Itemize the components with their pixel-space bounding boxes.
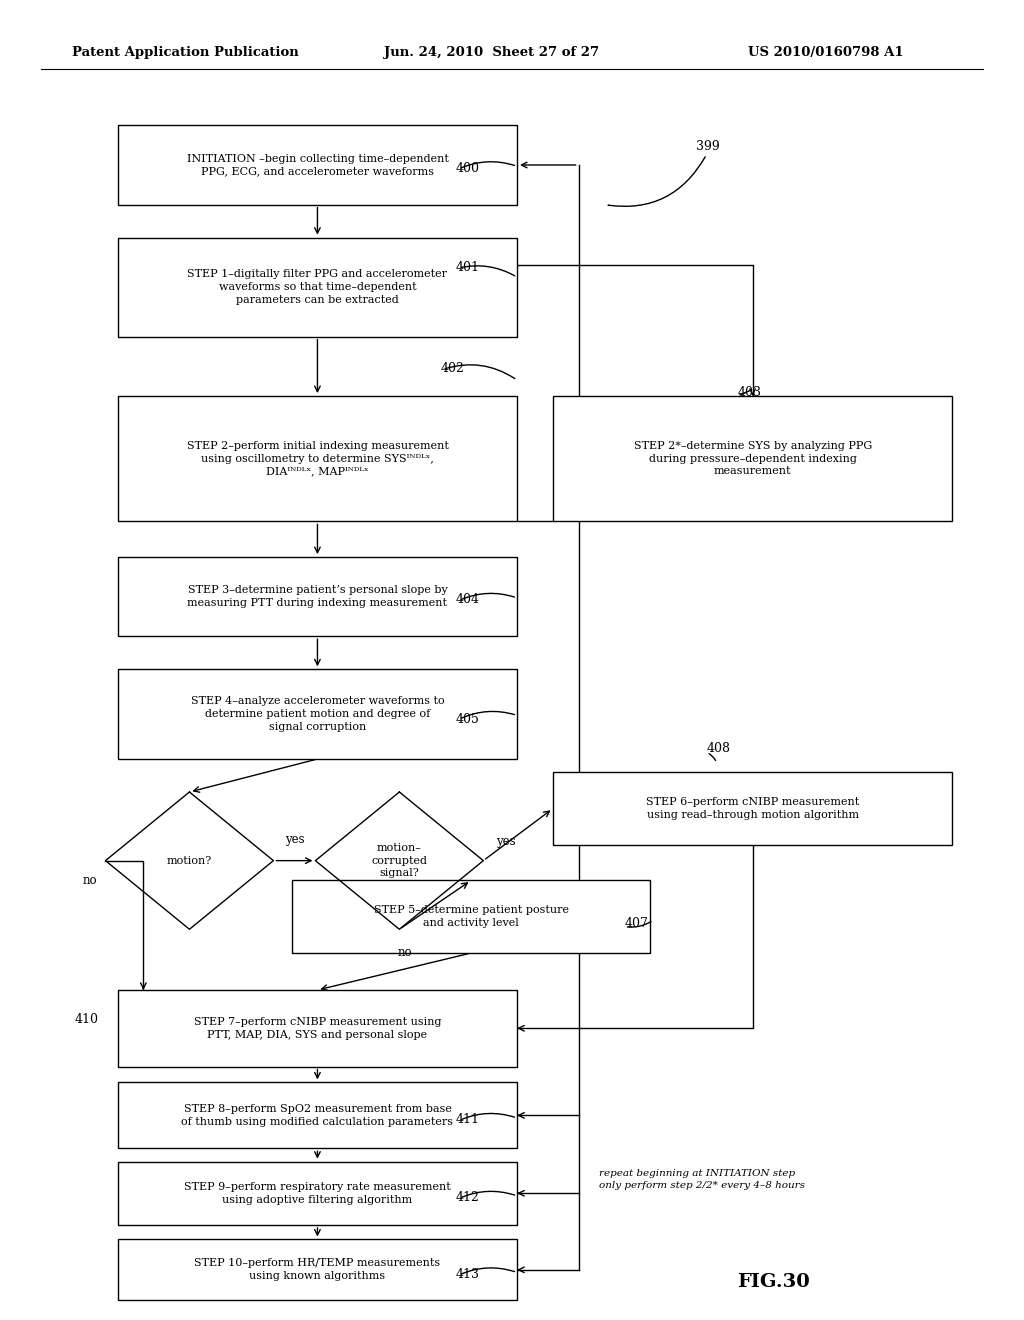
Bar xyxy=(292,880,650,953)
Text: Patent Application Publication: Patent Application Publication xyxy=(72,46,298,59)
Text: STEP 2–perform initial indexing measurement
using oscillometry to determine SYSᴵ: STEP 2–perform initial indexing measurem… xyxy=(186,441,449,477)
Text: 407: 407 xyxy=(625,916,648,929)
Text: 401: 401 xyxy=(456,260,479,273)
FancyArrowPatch shape xyxy=(709,754,716,760)
Text: no: no xyxy=(83,874,97,887)
FancyArrowPatch shape xyxy=(461,594,514,599)
Text: STEP 9–perform respiratory rate measurement
using adoptive filtering algorithm: STEP 9–perform respiratory rate measurem… xyxy=(184,1181,451,1205)
FancyArrowPatch shape xyxy=(608,157,706,206)
FancyArrowPatch shape xyxy=(461,1114,514,1119)
Text: STEP 3–determine patient’s personal slope by
measuring PTT during indexing measu: STEP 3–determine patient’s personal slop… xyxy=(187,585,447,609)
Text: STEP 5–determine patient posture
and activity level: STEP 5–determine patient posture and act… xyxy=(374,906,568,928)
Text: STEP 4–analyze accelerometer waveforms to
determine patient motion and degree of: STEP 4–analyze accelerometer waveforms t… xyxy=(190,697,444,731)
Text: STEP 1–digitally filter PPG and accelerometer
waveforms so that time–dependent
p: STEP 1–digitally filter PPG and accelero… xyxy=(187,269,447,305)
Bar xyxy=(118,396,517,521)
Text: no: no xyxy=(397,945,412,958)
Text: 411: 411 xyxy=(456,1113,479,1126)
Bar xyxy=(118,669,517,759)
Text: FIG.30: FIG.30 xyxy=(737,1272,810,1291)
FancyArrowPatch shape xyxy=(628,921,651,927)
Bar xyxy=(118,238,517,337)
Bar xyxy=(118,1239,517,1300)
FancyArrowPatch shape xyxy=(461,1192,514,1197)
Bar xyxy=(118,990,517,1067)
Bar xyxy=(553,396,952,521)
Text: yes: yes xyxy=(496,834,516,847)
FancyArrowPatch shape xyxy=(445,364,515,379)
Text: 405: 405 xyxy=(456,713,479,726)
Text: 412: 412 xyxy=(456,1191,479,1204)
Bar xyxy=(118,125,517,205)
Text: 402: 402 xyxy=(440,362,464,375)
Text: STEP 8–perform SpO2 measurement from base
of thumb using modified calculation pa: STEP 8–perform SpO2 measurement from bas… xyxy=(181,1104,454,1127)
Text: 413: 413 xyxy=(456,1267,479,1280)
Bar xyxy=(118,1162,517,1225)
Text: motion?: motion? xyxy=(167,855,212,866)
Text: 410: 410 xyxy=(75,1012,98,1026)
Text: INITIATION –begin collecting time–dependent
PPG, ECG, and accelerometer waveform: INITIATION –begin collecting time–depend… xyxy=(186,153,449,177)
FancyArrowPatch shape xyxy=(461,1269,514,1274)
Text: STEP 6–perform cNIBP measurement
using read–through motion algorithm: STEP 6–perform cNIBP measurement using r… xyxy=(646,797,859,820)
Text: STEP 7–perform cNIBP measurement using
PTT, MAP, DIA, SYS and personal slope: STEP 7–perform cNIBP measurement using P… xyxy=(194,1016,441,1040)
Text: yes: yes xyxy=(285,833,304,846)
Bar xyxy=(553,772,952,845)
FancyArrowPatch shape xyxy=(461,711,514,718)
Text: motion–
corrupted
signal?: motion– corrupted signal? xyxy=(372,843,427,878)
Text: US 2010/0160798 A1: US 2010/0160798 A1 xyxy=(748,46,903,59)
Bar xyxy=(118,1082,517,1148)
Text: repeat beginning at INITIATION step
only perform step 2/2* every 4–8 hours: repeat beginning at INITIATION step only… xyxy=(599,1168,805,1191)
Text: STEP 2*–determine SYS by analyzing PPG
during pressure–dependent indexing
measur: STEP 2*–determine SYS by analyzing PPG d… xyxy=(634,441,871,477)
Text: 403: 403 xyxy=(737,385,761,399)
Text: 408: 408 xyxy=(707,742,730,755)
Bar xyxy=(118,557,517,636)
FancyArrowPatch shape xyxy=(461,162,514,168)
FancyArrowPatch shape xyxy=(462,265,515,276)
FancyArrowPatch shape xyxy=(739,391,751,395)
Text: 399: 399 xyxy=(696,140,720,153)
Text: STEP 10–perform HR/TEMP measurements
using known algorithms: STEP 10–perform HR/TEMP measurements usi… xyxy=(195,1258,440,1282)
Text: 404: 404 xyxy=(456,593,479,606)
Text: 400: 400 xyxy=(456,161,479,174)
Text: Jun. 24, 2010  Sheet 27 of 27: Jun. 24, 2010 Sheet 27 of 27 xyxy=(384,46,599,59)
